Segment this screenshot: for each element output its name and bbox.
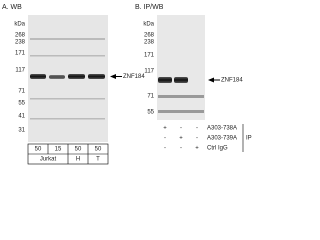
ip-sign: -	[180, 146, 182, 152]
sample-label: Jurkat	[40, 157, 57, 163]
marker-label: 171	[15, 51, 26, 57]
unit-label: kDa	[14, 22, 25, 28]
page: {"panel_a": {"title": "A. WB", "unit": "…	[2, 3, 252, 165]
ip-sign: +	[195, 146, 199, 152]
blot-b	[157, 15, 205, 120]
ip-sign: +	[163, 126, 167, 132]
amount-label: 50	[95, 147, 102, 153]
marker-label: 55	[147, 110, 154, 116]
marker-label: 117	[144, 69, 154, 75]
marker-label: 238	[144, 40, 155, 46]
band-label: ZNF184	[221, 78, 243, 84]
panel-title: A. WB	[2, 4, 22, 11]
lane-table-a	[27, 143, 109, 165]
faint-bands-b	[158, 95, 204, 113]
sample-label: H	[76, 157, 80, 163]
marker-label: 31	[18, 128, 25, 134]
amount-label: 15	[55, 147, 62, 153]
ip-sign: -	[164, 136, 166, 142]
arrowhead-b	[208, 77, 214, 83]
marker-label: 55	[18, 101, 25, 107]
marker-label: 268	[144, 33, 155, 39]
unit-label: kDa	[143, 22, 154, 28]
ip-label: IP	[246, 136, 252, 142]
faint-bands-a	[30, 38, 105, 120]
bands-a	[30, 74, 105, 79]
arrowhead-a	[110, 74, 116, 79]
sample-label: T	[96, 157, 100, 163]
marker-label: 268	[15, 33, 26, 39]
amount-label: 50	[35, 147, 42, 153]
ip-row-label: A303-738A	[207, 126, 237, 132]
ip-sign: +	[179, 136, 183, 142]
marker-label: 171	[144, 53, 155, 59]
panel-title: B. IP/WB	[135, 4, 164, 11]
ip-sign: -	[196, 126, 198, 132]
marker-label: 117	[15, 68, 25, 74]
ip-sign: -	[196, 136, 198, 142]
marker-label: 71	[18, 89, 25, 95]
ip-sign: -	[164, 146, 166, 152]
ip-row-label: A303-739A	[207, 136, 237, 142]
marker-label: 238	[15, 40, 26, 46]
marker-label: 41	[18, 114, 25, 120]
ip-row-label: Ctrl IgG	[207, 146, 228, 152]
ip-sign: -	[180, 126, 182, 132]
marker-label: 71	[147, 94, 154, 100]
bands-b	[158, 77, 188, 83]
band-label: ZNF184	[123, 74, 145, 80]
amount-label: 50	[75, 147, 82, 153]
